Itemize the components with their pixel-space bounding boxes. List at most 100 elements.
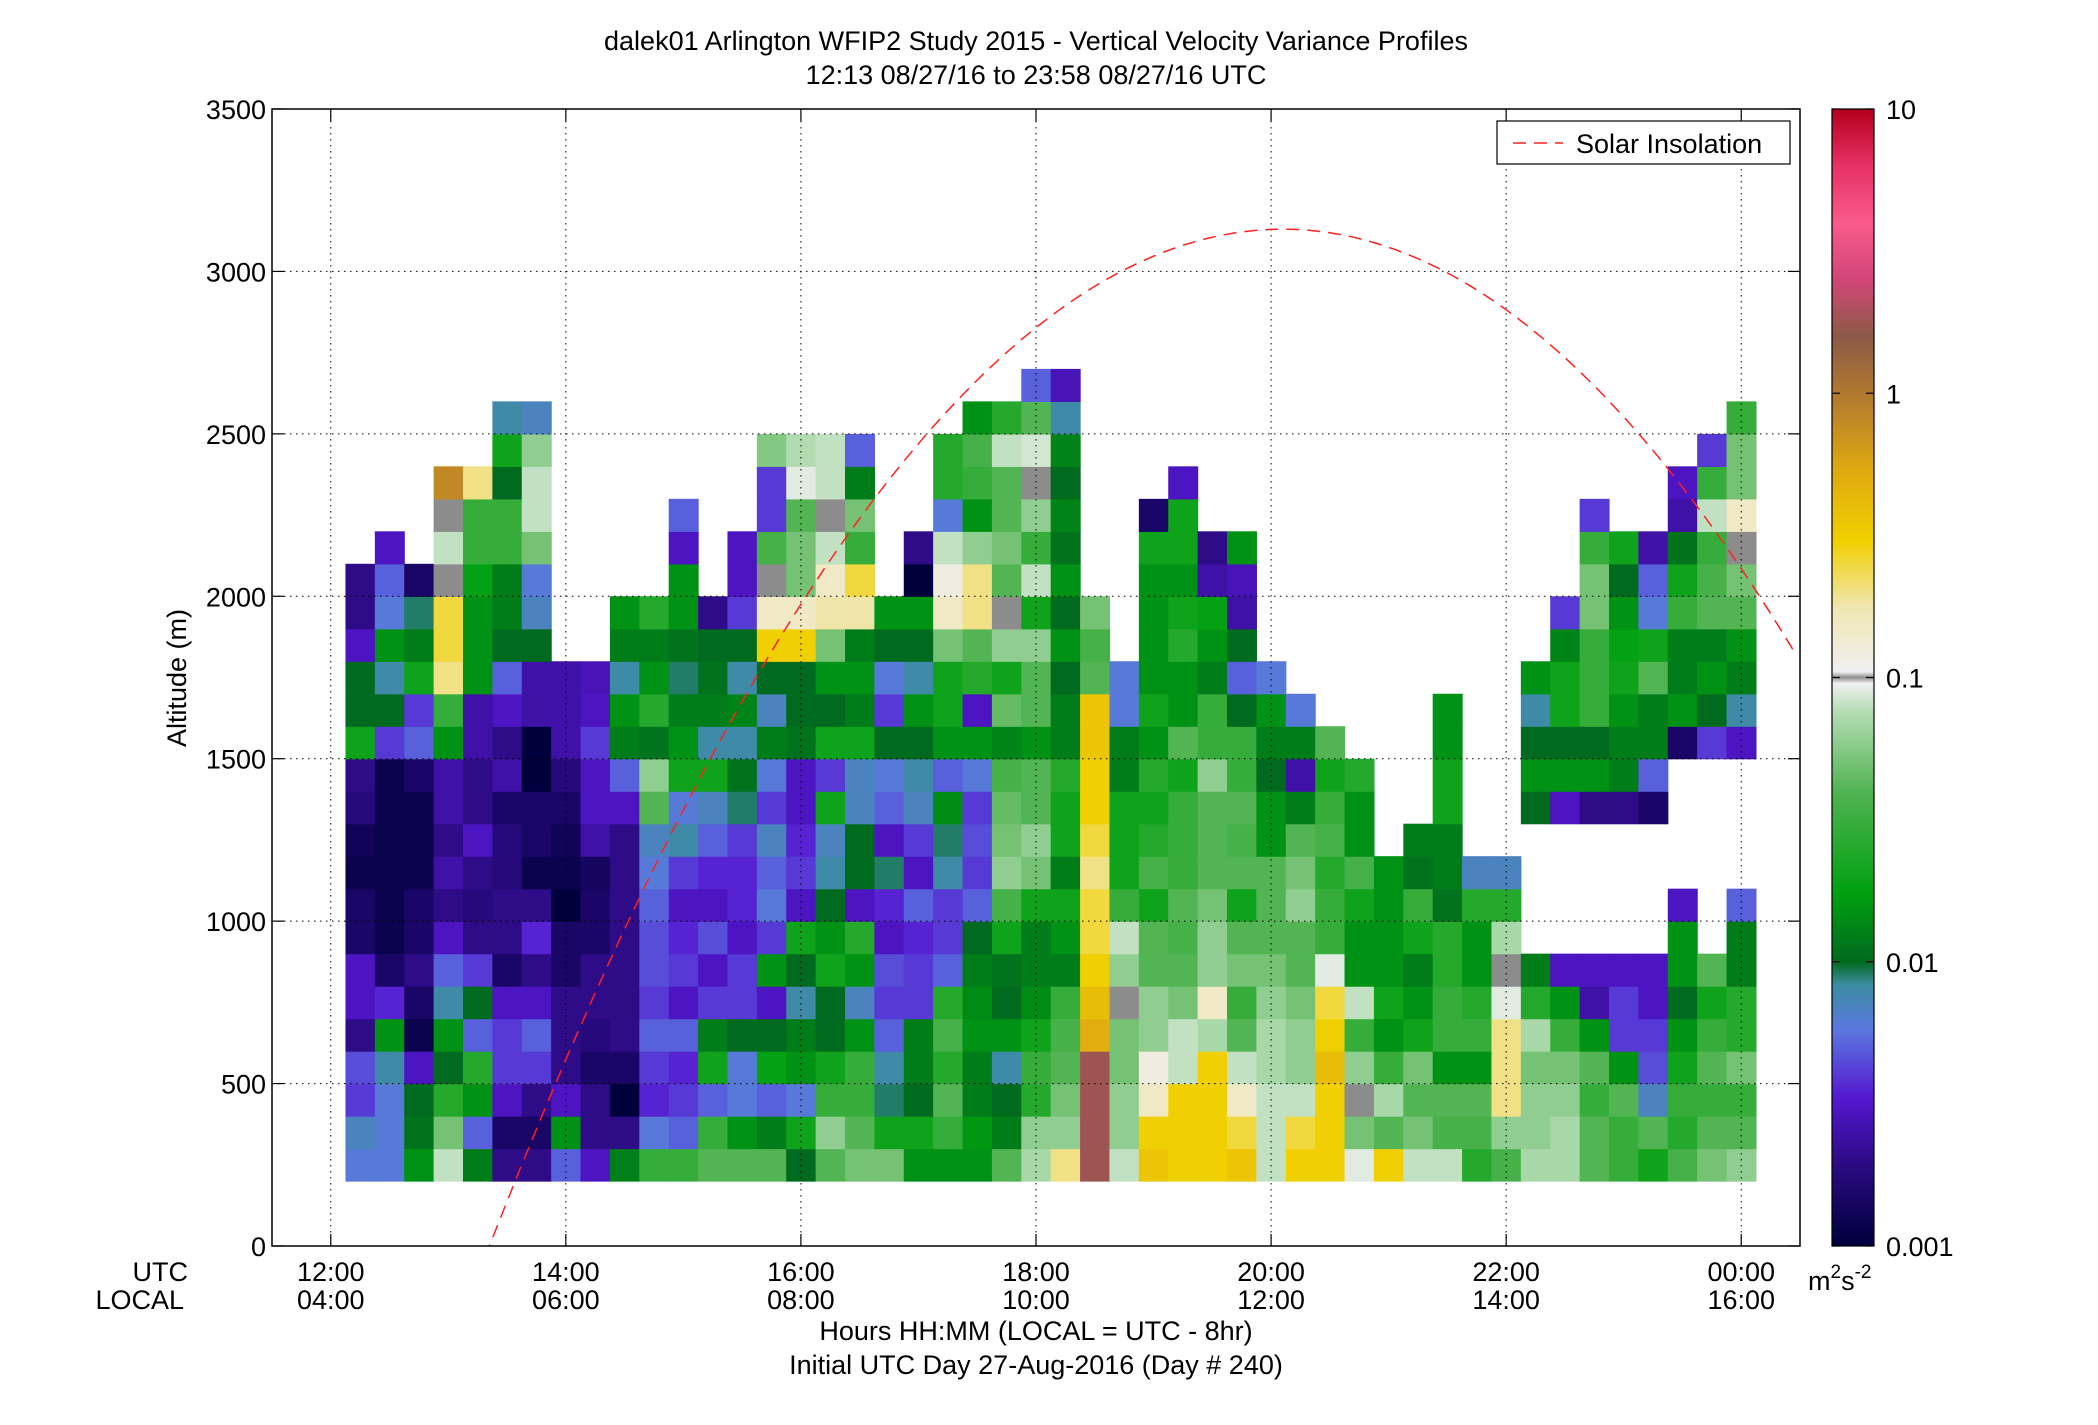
heatmap-cell bbox=[1021, 888, 1052, 922]
heatmap-cell bbox=[815, 1018, 846, 1052]
heatmap-cell bbox=[551, 726, 582, 760]
heatmap-cell bbox=[756, 628, 787, 662]
heatmap-cell bbox=[1432, 986, 1463, 1020]
heatmap-cell bbox=[1432, 1148, 1463, 1182]
x-row-label-utc: UTC bbox=[133, 1257, 189, 1287]
y-tick-label: 1000 bbox=[206, 907, 266, 937]
heatmap-cell bbox=[786, 661, 817, 695]
heatmap-cell bbox=[521, 498, 552, 532]
heatmap-cell bbox=[991, 1148, 1022, 1182]
heatmap-cell bbox=[463, 726, 493, 760]
heatmap-cell bbox=[903, 1083, 934, 1117]
heatmap-cell bbox=[668, 563, 699, 597]
heatmap-cell bbox=[1344, 758, 1375, 792]
heatmap-cell bbox=[1227, 661, 1257, 695]
heatmap-cell bbox=[1638, 1018, 1669, 1052]
heatmap-cell bbox=[1667, 466, 1698, 500]
heatmap-cell bbox=[404, 628, 435, 662]
heatmap-cell bbox=[1432, 758, 1463, 792]
heatmap-cell bbox=[1697, 563, 1728, 597]
heatmap-cell bbox=[903, 693, 934, 727]
heatmap-cell bbox=[1109, 1116, 1140, 1150]
heatmap-cell bbox=[1138, 628, 1169, 662]
heatmap-cell bbox=[874, 888, 905, 922]
heatmap-cell bbox=[668, 531, 699, 565]
heatmap-cell bbox=[433, 888, 464, 922]
heatmap-cell bbox=[1315, 726, 1346, 760]
heatmap-cell bbox=[1256, 823, 1287, 857]
heatmap-cell bbox=[933, 433, 964, 467]
heatmap-cell bbox=[903, 596, 934, 630]
heatmap-cell bbox=[1138, 986, 1169, 1020]
heatmap-cell bbox=[1050, 1018, 1081, 1052]
heatmap-cell bbox=[668, 758, 699, 792]
heatmap-cell bbox=[845, 856, 875, 890]
heatmap-cell bbox=[1609, 1148, 1639, 1182]
heatmap-cell bbox=[609, 1018, 640, 1052]
heatmap-cell bbox=[463, 953, 493, 987]
heatmap-cell bbox=[492, 401, 523, 435]
heatmap-cell bbox=[374, 726, 405, 760]
heatmap-cell bbox=[551, 953, 582, 987]
heatmap-cell bbox=[962, 498, 993, 532]
heatmap-cell bbox=[1080, 726, 1111, 760]
heatmap-cell bbox=[962, 986, 993, 1020]
heatmap-cell bbox=[1227, 596, 1257, 630]
heatmap-cell bbox=[668, 953, 699, 987]
heatmap-cell bbox=[1726, 401, 1757, 435]
heatmap-cell bbox=[580, 661, 611, 695]
heatmap-cell bbox=[639, 856, 670, 890]
heatmap-cell bbox=[374, 986, 405, 1020]
heatmap-cell bbox=[1109, 953, 1140, 987]
heatmap-cell bbox=[374, 856, 405, 890]
heatmap-cell bbox=[727, 1148, 758, 1182]
heatmap-cell bbox=[815, 466, 846, 500]
heatmap-cell bbox=[1285, 953, 1316, 987]
heatmap-cell bbox=[1520, 1148, 1551, 1182]
heatmap-cell bbox=[756, 1148, 787, 1182]
heatmap-cell bbox=[1138, 661, 1169, 695]
heatmap-cell bbox=[756, 1018, 787, 1052]
y-tick-label: 2000 bbox=[206, 582, 266, 612]
heatmap-cell bbox=[933, 563, 964, 597]
heatmap-cell bbox=[1256, 953, 1287, 987]
heatmap-cell bbox=[962, 791, 993, 825]
heatmap-cell bbox=[933, 1148, 964, 1182]
heatmap-cell bbox=[698, 758, 729, 792]
heatmap-cell bbox=[698, 1051, 729, 1085]
heatmap-cell bbox=[991, 596, 1022, 630]
heatmap-cell bbox=[962, 693, 993, 727]
heatmap-cell bbox=[786, 1116, 817, 1150]
heatmap-cell bbox=[463, 563, 493, 597]
heatmap-cell bbox=[1138, 856, 1169, 890]
heatmap-cell bbox=[786, 1018, 817, 1052]
heatmap-cell bbox=[903, 661, 934, 695]
heatmap-cell bbox=[845, 1018, 875, 1052]
heatmap-cell bbox=[1168, 986, 1199, 1020]
heatmap-cell bbox=[1050, 433, 1081, 467]
heatmap-cell bbox=[492, 888, 523, 922]
heatmap-cell bbox=[639, 986, 670, 1020]
heatmap-cell bbox=[991, 856, 1022, 890]
heatmap-cell bbox=[903, 921, 934, 955]
heatmap-cell bbox=[492, 498, 523, 532]
heatmap-cell bbox=[463, 466, 493, 500]
heatmap-cell bbox=[756, 726, 787, 760]
heatmap-cell bbox=[991, 401, 1022, 435]
heatmap-cell bbox=[1462, 1018, 1493, 1052]
heatmap-cell bbox=[345, 596, 376, 630]
heatmap-cell bbox=[1109, 856, 1140, 890]
heatmap-cell bbox=[609, 661, 640, 695]
heatmap-cell bbox=[1579, 563, 1610, 597]
heatmap-cell bbox=[521, 433, 552, 467]
heatmap-cell bbox=[1609, 953, 1639, 987]
heatmap-cell bbox=[815, 1051, 846, 1085]
heatmap-cell bbox=[1050, 498, 1081, 532]
heatmap-cell bbox=[727, 596, 758, 630]
heatmap-cell bbox=[580, 791, 611, 825]
heatmap-cell bbox=[609, 596, 640, 630]
heatmap-cell bbox=[1050, 1148, 1081, 1182]
heatmap-cell bbox=[1550, 661, 1581, 695]
heatmap-cell bbox=[1726, 726, 1757, 760]
heatmap-cell bbox=[991, 791, 1022, 825]
